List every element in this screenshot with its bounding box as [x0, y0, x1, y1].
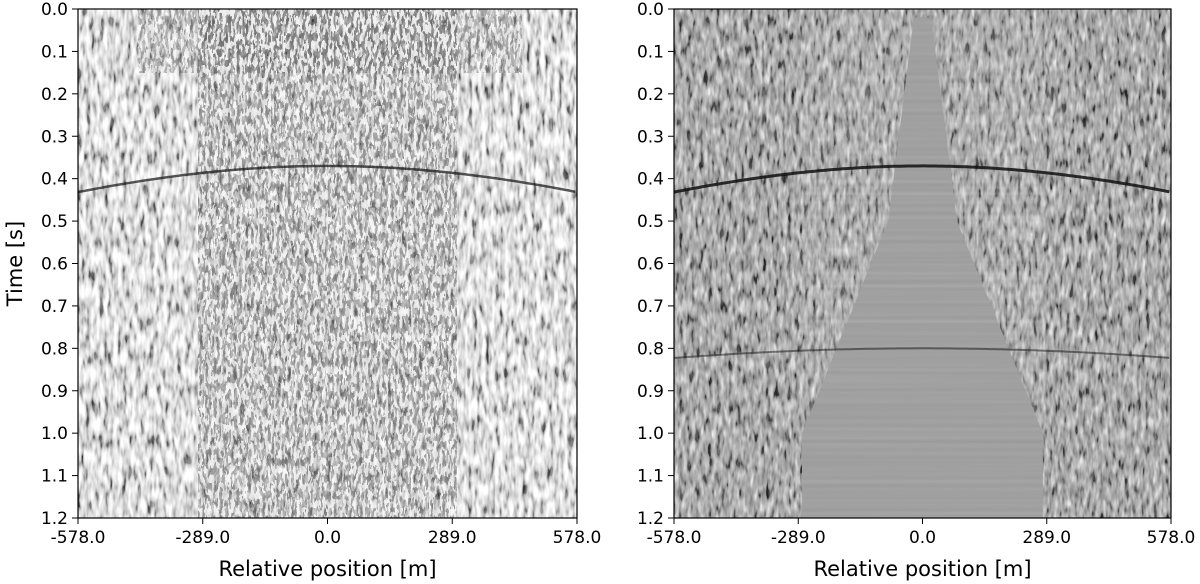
y-axis-label: Time [s] — [3, 221, 27, 307]
x-tick-label: -289.0 — [771, 528, 826, 548]
y-tick-label: 0.6 — [637, 255, 664, 275]
y-tick-label: 0.4 — [41, 170, 68, 190]
x-axis-label: Relative position [m] — [218, 557, 436, 581]
x-tick-label: -578.0 — [51, 528, 106, 548]
x-tick-label: 0.0 — [314, 528, 341, 548]
x-tick-label: 0.0 — [909, 528, 936, 548]
seismic-image — [674, 9, 1171, 518]
y-tick-label: 1.0 — [41, 424, 68, 444]
ground-roll-cone — [198, 9, 457, 518]
y-tick-label: 0.0 — [637, 0, 664, 20]
reflection-event-1 — [674, 164, 1170, 194]
y-tick-label: 0.2 — [637, 85, 664, 105]
y-tick-label: 0.1 — [637, 42, 664, 62]
y-tick-label: 1.2 — [41, 509, 68, 529]
y-tick-label: 0.6 — [41, 255, 68, 275]
reflection-event — [78, 164, 576, 194]
x-tick-label: 578.0 — [553, 528, 602, 548]
x-tick-label: -578.0 — [647, 528, 702, 548]
y-tick-label: 0.8 — [637, 339, 664, 359]
y-tick-label: 0.1 — [41, 42, 68, 62]
reflection-event-2 — [674, 347, 1170, 359]
y-tick-label: 0.3 — [41, 127, 68, 147]
x-tick-label: -289.0 — [175, 528, 230, 548]
y-tick-label: 1.2 — [637, 509, 664, 529]
y-tick-label: 1.1 — [637, 467, 664, 487]
y-tick-label: 0.8 — [41, 339, 68, 359]
y-tick-label: 0.9 — [41, 382, 68, 402]
y-tick-label: 0.9 — [637, 382, 664, 402]
x-tick-label: 289.0 — [428, 528, 477, 548]
y-tick-label: 0.5 — [41, 212, 68, 232]
y-tick-label: 0.7 — [637, 297, 664, 317]
x-axis-label: Relative position [m] — [813, 557, 1031, 581]
y-tick-label: 1.1 — [41, 467, 68, 487]
y-tick-label: 0.3 — [637, 127, 664, 147]
y-tick-label: 1.0 — [637, 424, 664, 444]
y-tick-label: 0.4 — [637, 170, 664, 190]
left-panel: -578.0 -289.0 0.0 289.0 578.0 0.0 0.1 0.2 0.3 0.4… — [3, 0, 601, 581]
y-tick-label: 0.2 — [41, 85, 68, 105]
seismic-image — [78, 9, 577, 518]
y-tick-label: 0.7 — [41, 297, 68, 317]
filtered-cone-streaks — [802, 17, 1043, 518]
x-tick-label: 578.0 — [1147, 528, 1196, 548]
x-tick-label: 289.0 — [1022, 528, 1071, 548]
y-tick-label: 0.5 — [637, 212, 664, 232]
right-panel: -578.0 -289.0 0.0 289.0 578.0 0.0 0.1 0.2 0.3 0.4… — [637, 0, 1195, 581]
y-tick-label: 0.0 — [41, 0, 68, 20]
